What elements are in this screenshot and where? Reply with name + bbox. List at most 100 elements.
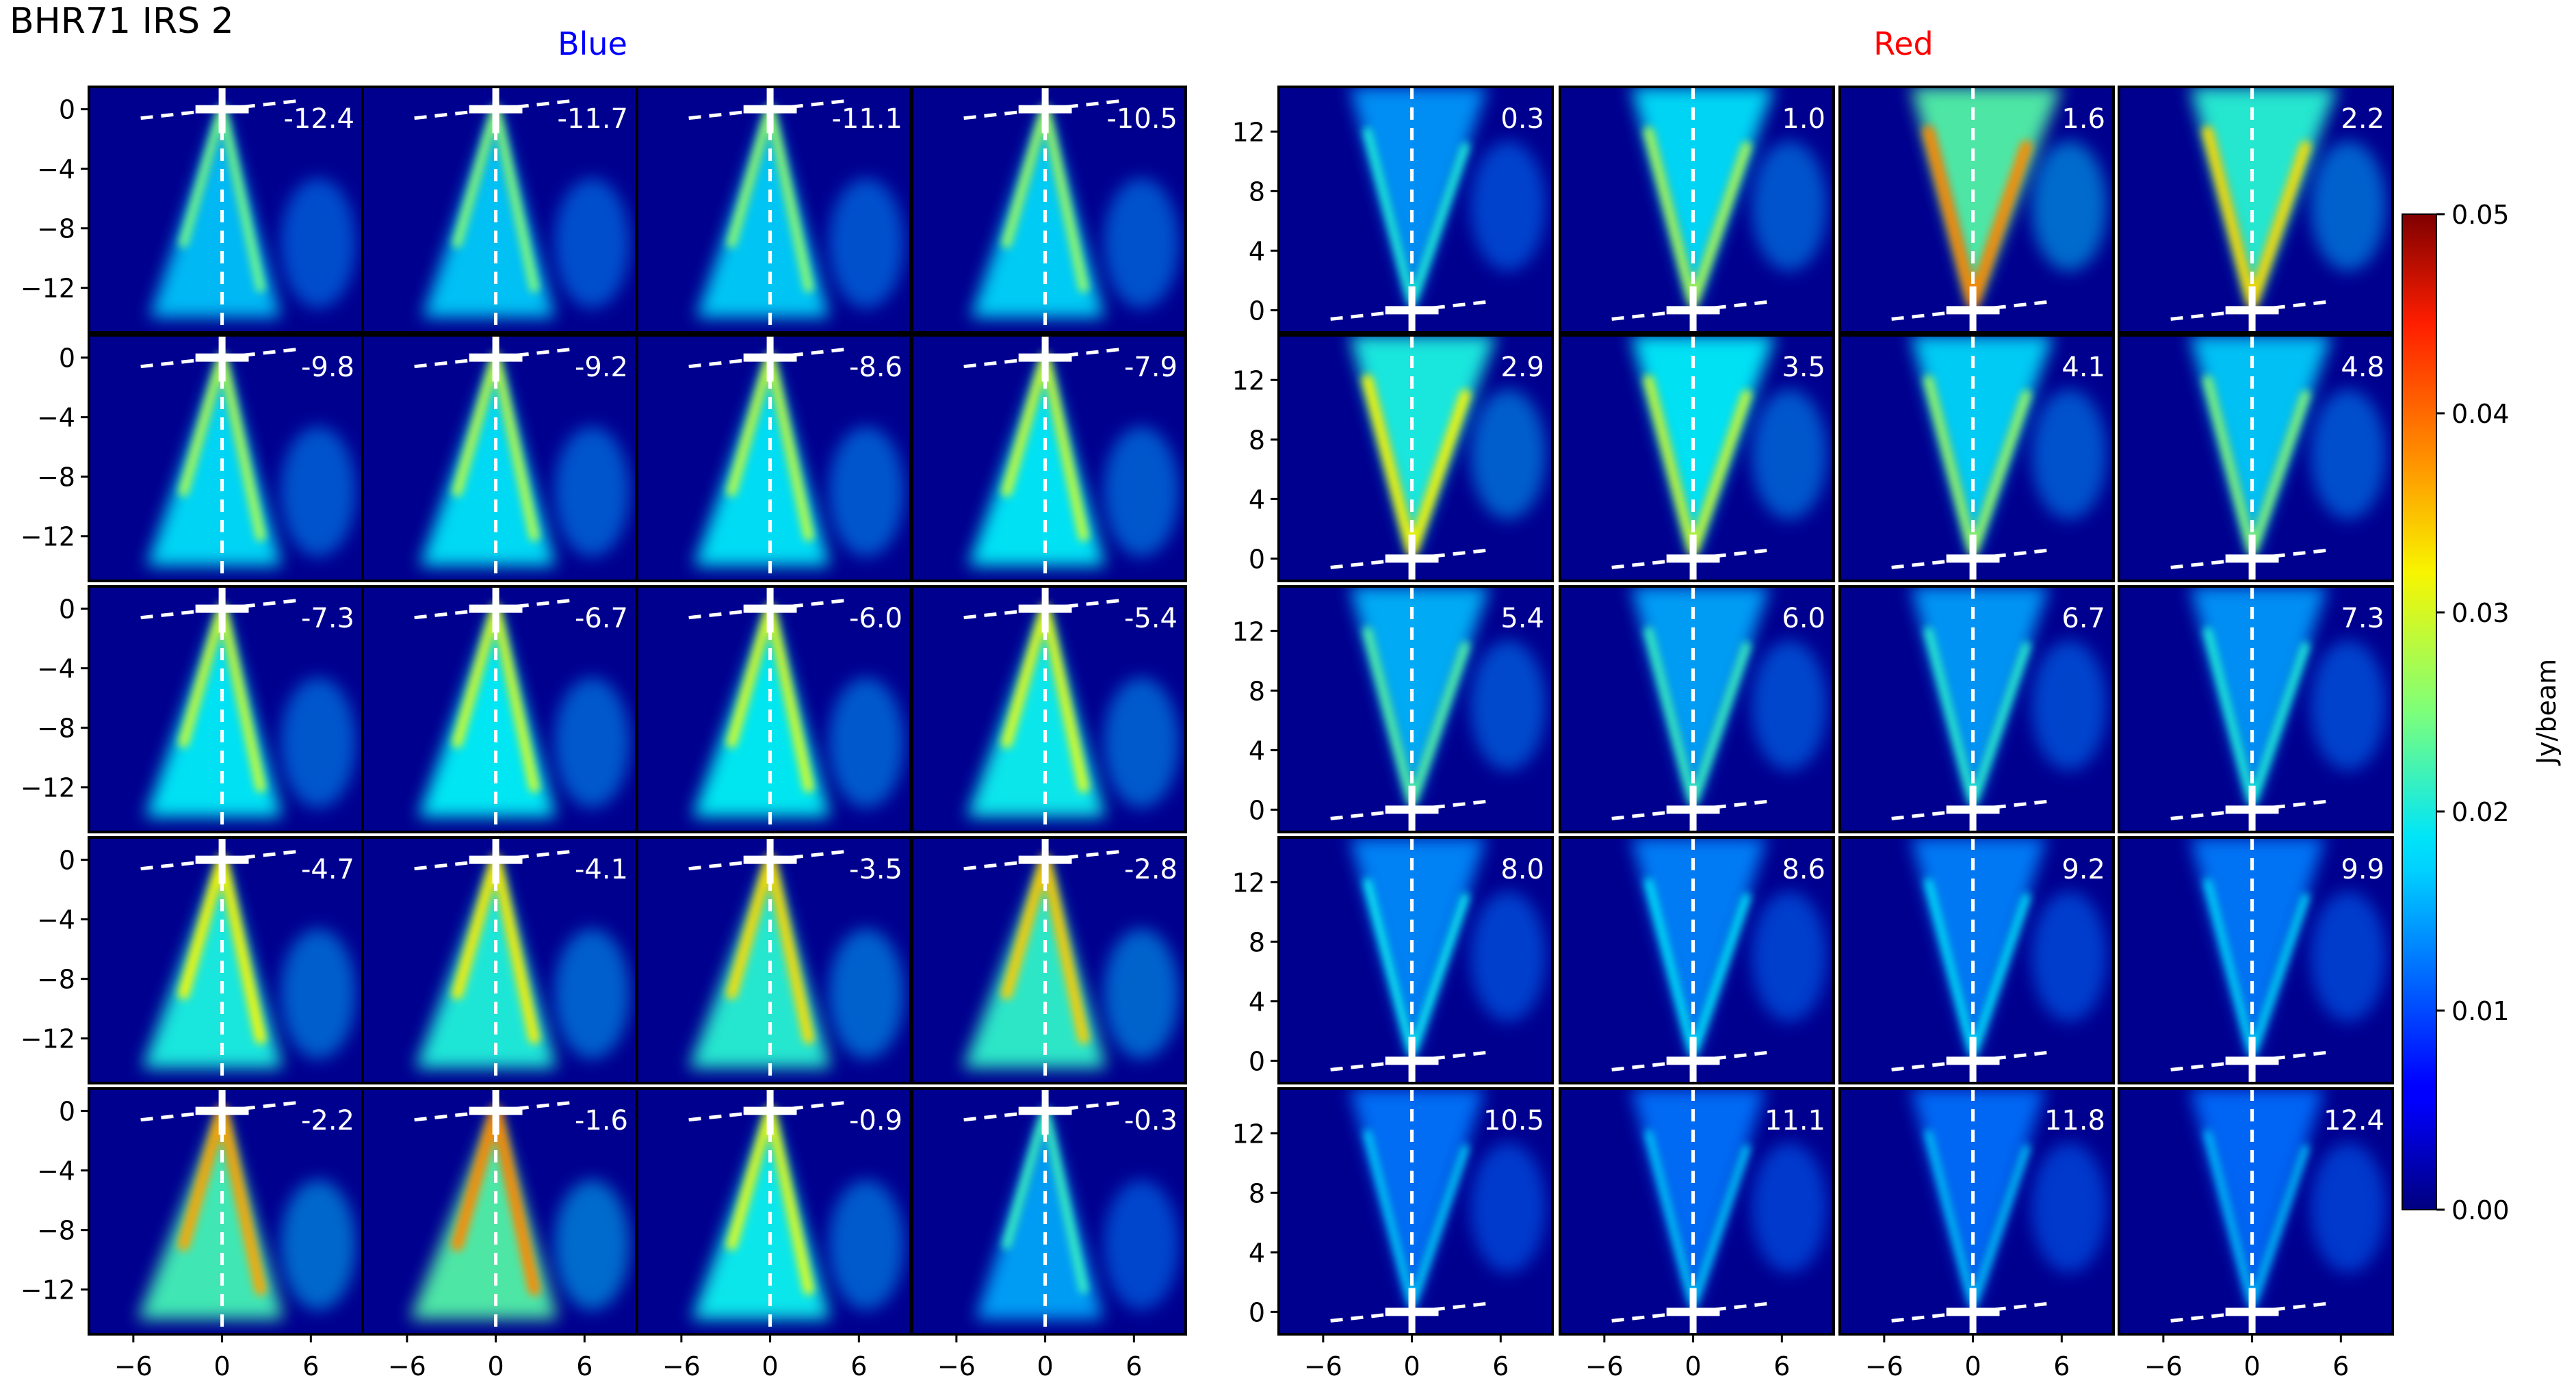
blue-channel-grid: -12.4 0 −4 −8 −12 -11.7 -11.1 -10.5 -9.8 0 −4 −8 −12…: [21, 86, 1187, 1381]
y-tick-label: 0: [1249, 1046, 1265, 1076]
outflow-ridge: [1001, 603, 1089, 793]
velocity-label: -4.1: [575, 854, 628, 885]
velocity-label: -6.7: [575, 603, 628, 634]
y-tick-label: 0: [59, 595, 75, 625]
channel-panel: -3.5: [636, 836, 912, 1084]
outflow-lobe: [2189, 335, 2332, 559]
y-tick-label: 12: [1232, 365, 1265, 395]
outflow-ridge: [726, 1105, 814, 1295]
diffuse-emission: [1752, 141, 1827, 272]
panel-frame: [1277, 86, 1554, 334]
colorbar-tick-label: 0.00: [2451, 1195, 2510, 1225]
outflow-lobe: [145, 606, 283, 818]
x-tick-label: −6: [1585, 1351, 1624, 1381]
velocity-label: 5.4: [1500, 603, 1544, 634]
disk-axis-line: [963, 347, 1127, 369]
panel-frame: [1277, 585, 1554, 833]
y-tick-label: 8: [1249, 425, 1265, 455]
x-tick-label: 0: [1685, 1351, 1702, 1381]
velocity-label: -3.5: [849, 854, 902, 885]
colorbar-ticks: 0.00 0.01 0.02 0.03 0.04 0.05: [2436, 200, 2510, 1225]
velocity-label: 7.3: [2341, 603, 2384, 634]
velocity-label: 2.9: [1500, 352, 1544, 383]
channel-panel: 0.3 0 4 8 12: [1232, 86, 1554, 334]
diffuse-emission: [1104, 1180, 1180, 1310]
panel-frame: [2118, 836, 2394, 1084]
x-tick-label: 6: [1773, 1351, 1790, 1381]
y-tick-label: −8: [37, 965, 75, 995]
outflow-lobe: [1630, 586, 1770, 810]
outflow-lobe: [692, 1108, 831, 1320]
diffuse-emission: [2031, 640, 2107, 771]
panel-frame: [2118, 334, 2394, 582]
outflow-ridge: [178, 854, 266, 1044]
disk-axis-line: [1611, 299, 1775, 321]
velocity-label: -11.1: [832, 103, 903, 135]
outflow-ridge: [727, 104, 814, 293]
outflow-lobe: [967, 606, 1106, 818]
outflow-lobe: [1910, 1089, 2046, 1312]
disk-axis-line: [140, 347, 304, 369]
diffuse-emission: [1470, 640, 1546, 771]
outflow-lobe: [694, 354, 830, 567]
velocity-label: 8.6: [1782, 854, 1825, 885]
panel-frame: [2118, 1087, 2394, 1336]
outflow-ridge: [452, 603, 540, 793]
outflow-lobe: [142, 857, 283, 1069]
outflow-ridge: [179, 104, 265, 293]
disk-axis-line: [1330, 798, 1494, 820]
x-tick-label: 0: [2244, 1351, 2261, 1381]
channel-panel: -6.0: [636, 585, 912, 833]
y-tick-label: 12: [1232, 868, 1265, 898]
outflow-lobe: [1630, 1089, 1766, 1312]
channel-panel: 2.9 0 4 8 12: [1232, 334, 1554, 582]
channel-panel: 2.2: [2118, 86, 2394, 334]
channel-panel: -5.4: [911, 585, 1187, 833]
x-tick-label: 6: [1126, 1351, 1142, 1381]
y-tick-label: 0: [59, 95, 75, 125]
colorbar-tick-label: 0.02: [2451, 797, 2510, 827]
y-tick-label: −8: [37, 714, 75, 744]
panel-frame: [2118, 86, 2394, 334]
diffuse-emission: [1104, 426, 1180, 557]
y-tick-label: −12: [21, 522, 75, 552]
velocity-label: 0.3: [1500, 103, 1544, 135]
disk-axis-line: [1891, 547, 2055, 569]
outflow-lobe: [1630, 335, 1775, 559]
velocity-label: 2.2: [2341, 103, 2384, 135]
panel-frame: [911, 86, 1187, 334]
diffuse-emission: [1752, 389, 1827, 520]
velocity-label: 1.6: [2061, 103, 2105, 135]
y-tick-label: 0: [59, 846, 75, 876]
velocity-label: 12.4: [2324, 1105, 2384, 1136]
velocity-label: -7.3: [301, 603, 354, 634]
velocity-label: -2.8: [1124, 854, 1178, 885]
x-tick-label: 0: [214, 1351, 231, 1381]
y-tick-label: 12: [1232, 616, 1265, 647]
outflow-ridge: [451, 1104, 541, 1296]
diffuse-emission: [829, 426, 905, 557]
diffuse-emission: [2031, 892, 2107, 1022]
velocity-label: -8.6: [849, 352, 902, 383]
y-tick-label: 8: [1249, 927, 1265, 957]
panel-frame: [1277, 836, 1554, 1084]
panel-frame: [1838, 334, 2115, 582]
x-tick-label: −6: [1865, 1351, 1903, 1381]
velocity-label: 4.1: [2061, 352, 2105, 383]
diffuse-emission: [829, 1180, 905, 1310]
outflow-lobe: [418, 606, 556, 818]
velocity-label: -4.7: [301, 854, 354, 885]
colorbar-tick-label: 0.04: [2451, 399, 2510, 429]
channel-panel: -9.2: [361, 334, 638, 582]
diffuse-emission: [2311, 389, 2386, 520]
y-tick-label: 0: [59, 343, 75, 374]
y-tick-label: 12: [1232, 117, 1265, 147]
panel-frame: [1559, 86, 1835, 334]
disk-axis-line: [688, 598, 852, 620]
outflow-ridge: [1924, 627, 2031, 807]
disk-axis-line: [963, 1100, 1127, 1122]
channel-panel: 5.4 0 4 8 12: [1232, 585, 1554, 833]
disk-axis-line: [1891, 798, 2055, 820]
y-tick-label: 4: [1249, 987, 1265, 1017]
